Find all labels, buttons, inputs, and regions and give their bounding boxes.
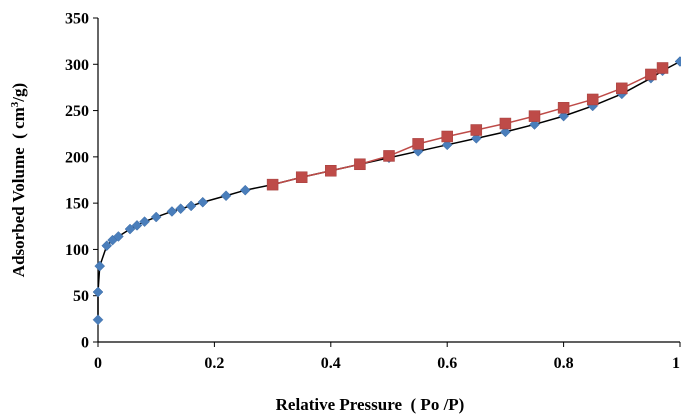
y-tick-label: 100: [65, 242, 89, 259]
series-2-point: [441, 130, 453, 143]
x-tick-label: 0.4: [321, 355, 341, 372]
series-2-point: [645, 68, 657, 81]
series-2-point: [656, 62, 669, 74]
series-2-point: [470, 124, 483, 136]
y-tick-label: 300: [65, 57, 89, 74]
y-tick-label: 50: [73, 288, 89, 305]
series-1-point: [558, 110, 569, 122]
series-1-point: [220, 190, 232, 202]
y-axis-title-suffix: /g): [9, 83, 28, 103]
series-1-point: [239, 184, 251, 196]
x-tick-label: 1: [672, 355, 680, 372]
series-2-point: [586, 93, 599, 106]
series-2-point: [557, 102, 570, 114]
x-tick-label: 0.2: [204, 355, 224, 372]
y-tick-label: 150: [65, 196, 89, 213]
series-1-point: [150, 211, 162, 223]
series-1-point: [139, 216, 150, 228]
x-axis-title: Relative Pressure ( Po /P): [276, 395, 465, 414]
series-2-point: [383, 150, 395, 162]
series-1-point: [441, 139, 453, 151]
series-1-point: [92, 286, 104, 298]
y-axis-title: Adsorbed Volume ( cm3/g): [9, 83, 28, 277]
series-2-point: [354, 158, 366, 171]
series-1-point: [113, 231, 124, 242]
y-tick-label: 350: [65, 11, 89, 28]
series-2-point: [528, 110, 541, 122]
series-1-point: [470, 132, 482, 144]
x-tick-labels: 0 0.2 0.4 0.6 0.8 1: [94, 355, 680, 372]
series-1-point: [185, 200, 197, 212]
series-2-point: [266, 178, 279, 191]
series-1-point: [674, 56, 681, 67]
series-1-point: [175, 203, 186, 215]
series-1-point: [197, 196, 209, 208]
y-tick-label: 250: [65, 103, 89, 120]
series-1-point: [124, 223, 136, 235]
series-1-point: [101, 240, 113, 252]
series-2-point: [616, 82, 628, 95]
series-2-point: [499, 117, 512, 130]
series-2-point: [325, 164, 337, 177]
series-1-point: [94, 260, 106, 272]
series-1-point: [131, 220, 143, 231]
series-1-point: [529, 119, 540, 130]
x-tick-label: 0.8: [554, 355, 574, 372]
series-2-point: [295, 171, 308, 183]
series-1-point: [166, 206, 178, 217]
y-tick-label: 0: [81, 335, 89, 352]
y-tick-label: 200: [65, 149, 89, 166]
series-1-point: [92, 314, 104, 326]
series-2-point: [412, 138, 424, 150]
series-1-point: [500, 126, 511, 138]
plot-area: [92, 17, 681, 347]
y-axis-title-superscript: 3: [9, 101, 21, 107]
y-axis-title-prefix: Adsorbed Volume ( cm: [9, 107, 28, 277]
y-tick-labels: 0 50 100 150 200 250 300 350: [65, 11, 89, 352]
x-tick-label: 0: [94, 355, 102, 372]
x-tick-label: 0.6: [437, 355, 457, 372]
